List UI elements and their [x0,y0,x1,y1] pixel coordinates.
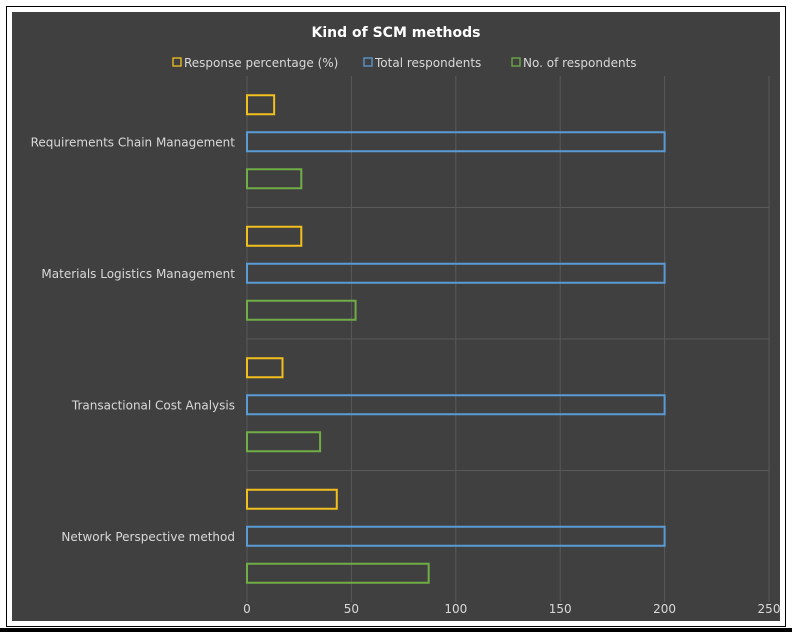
bar-no-of-respondents-transactional-cost-analysis [246,431,322,453]
bar-total-respondents-materials-logistics-management [246,262,666,284]
x-tick-label-200: 200 [653,602,676,616]
category-label-materials-logistics-management: Materials Logistics Management [41,267,235,281]
x-tick-label-100: 100 [444,602,467,616]
bar-no-of-respondents-materials-logistics-management [246,299,357,321]
x-tick-label-150: 150 [549,602,572,616]
bar-chart: Kind of SCM methods Response percentage … [31,25,780,616]
bars [246,94,666,584]
x-tick-label-250: 250 [758,602,780,616]
bar-total-respondents-requirements-chain-management [246,131,666,153]
category-label-requirements-chain-management: Requirements Chain Management [31,135,236,149]
legend-label-response-percentage: Response percentage (%) [184,56,338,70]
chart-panel: Kind of SCM methods Response percentage … [12,12,780,621]
category-labels: Requirements Chain Management Materials L… [31,135,236,544]
bar-total-respondents-network-perspective-method [246,525,666,547]
x-tick-labels: 0 50 100 150 200 250 [243,602,780,616]
legend-swatch-no-of-respondents [511,57,521,67]
category-label-network-perspective-method: Network Perspective method [61,530,235,544]
category-label-transactional-cost-analysis: Transactional Cost Analysis [71,398,235,412]
bar-response-percentage-network-perspective-method [246,488,338,510]
legend-swatch-total-respondents [363,57,373,67]
x-tick-label-0: 0 [243,602,251,616]
legend-label-total-respondents: Total respondents [374,56,481,70]
bar-response-percentage-materials-logistics-management [246,225,303,247]
bar-total-respondents-transactional-cost-analysis [246,394,666,416]
bar-response-percentage-requirements-chain-management [246,94,276,116]
legend-label-no-of-respondents: No. of respondents [523,56,637,70]
bottom-rule [0,628,792,632]
x-tick-label-50: 50 [344,602,359,616]
legend-swatch-response-percentage [172,57,182,67]
bar-no-of-respondents-requirements-chain-management [246,168,303,190]
bar-response-percentage-transactional-cost-analysis [246,357,284,379]
bar-no-of-respondents-network-perspective-method [246,562,430,584]
gridlines [246,76,770,602]
legend: Response percentage (%) Total respondents… [172,56,637,70]
chart-title: Kind of SCM methods [312,25,481,41]
